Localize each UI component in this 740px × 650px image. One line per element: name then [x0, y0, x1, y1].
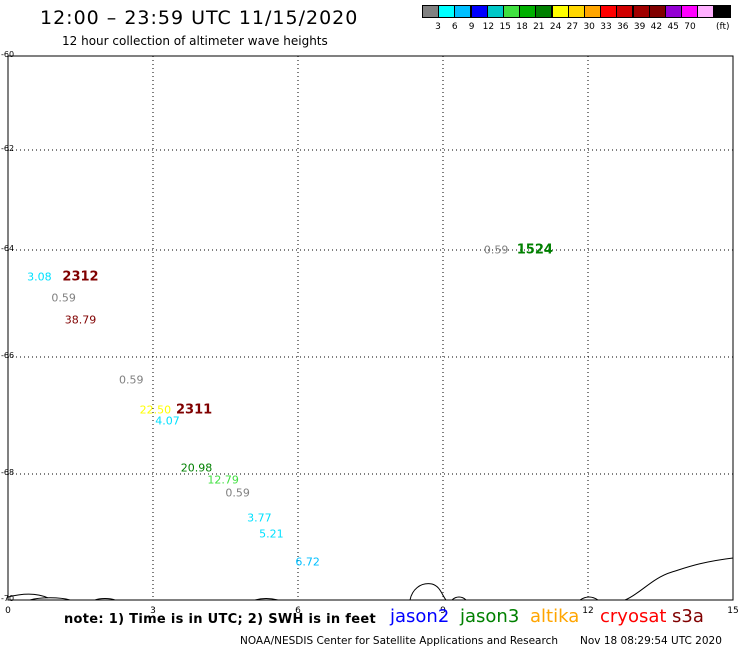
- latitude-tick-label: -62: [1, 144, 15, 153]
- coastline: [7, 557, 734, 601]
- color-scale-label: 9: [468, 22, 475, 32]
- color-scale-label: 45: [667, 22, 679, 32]
- wave-height-label: 12.79: [207, 473, 239, 487]
- latitude-tick-label: -64: [1, 244, 15, 253]
- latitude-tick-label: -60: [1, 50, 15, 59]
- pass-label: 2312: [62, 269, 99, 285]
- color-scale-label: 21: [533, 22, 545, 32]
- wave-height-label: 3.08: [27, 270, 52, 284]
- credit-text: NOAA/NESDIS Center for Satellite Applica…: [240, 635, 558, 647]
- wave-height-label: 5.21: [259, 527, 284, 541]
- color-scale-label: 36: [617, 22, 629, 32]
- satellite-legend-item: jason3: [460, 606, 520, 627]
- wave-height-label: 4.07: [155, 414, 180, 428]
- longitude-tick-label: 0: [5, 606, 11, 616]
- color-scale-label: 18: [516, 22, 528, 32]
- color-scale-label: 39: [633, 22, 646, 32]
- wave-height-label: 20.98: [180, 461, 213, 475]
- longitude-tick-label: 3: [150, 606, 156, 616]
- map-frame: [7, 55, 734, 601]
- legend-note: note: 1) Time is in UTC; 2) SWH is in fe…: [64, 612, 376, 627]
- color-scale-label: 33: [600, 22, 612, 32]
- satellite-legend-item: s3a: [672, 606, 704, 627]
- color-scale-unit: (ft): [716, 22, 730, 32]
- satellite-legend-item: jason2: [390, 606, 450, 627]
- map-grid: [8, 56, 733, 600]
- color-scale-label: 42: [650, 22, 663, 32]
- color-scale-label: 27: [566, 22, 579, 32]
- latitude-tick-label: -70: [1, 594, 15, 603]
- latitude-tick-label: -66: [1, 351, 15, 360]
- latitude-tick-label: -68: [1, 468, 15, 477]
- page-subtitle: 12 hour collection of altimeter wave hei…: [62, 34, 328, 48]
- satellite-legend-item: altika: [530, 606, 580, 627]
- color-swatch: [713, 5, 731, 18]
- longitude-tick-label: 15: [727, 606, 739, 616]
- generated-timestamp: Nov 18 08:29:54 UTC 2020: [580, 635, 722, 647]
- color-scale-label: 6: [451, 22, 458, 32]
- wave-height-label: 0.59: [225, 486, 250, 500]
- color-scale-label: 70: [684, 22, 696, 32]
- color-scale-label: 24: [549, 22, 562, 32]
- wave-height-label: 3.77: [247, 511, 272, 525]
- longitude-tick-label: 9: [440, 606, 446, 616]
- wave-height-label: 38.79: [64, 313, 97, 327]
- wave-height-label: 0.59: [483, 243, 509, 257]
- coastline-segment: [7, 593, 71, 601]
- color-scale-label: 3: [435, 22, 441, 32]
- longitude-tick-label: 12: [582, 606, 594, 616]
- coastline-segment: [579, 596, 599, 601]
- satellite-legend-item: cryosat: [600, 606, 667, 627]
- wave-height-label: 6.72: [295, 555, 320, 569]
- color-scale-label: 12: [482, 22, 495, 32]
- coastline-segment: [409, 583, 447, 601]
- wave-height-label: 0.59: [119, 373, 144, 387]
- wave-height-label: 22.50: [139, 403, 172, 417]
- coastline-segment: [451, 596, 467, 601]
- longitude-tick-label: 6: [295, 606, 301, 616]
- page-title: 12:00 – 23:59 UTC 11/15/2020: [40, 7, 359, 29]
- coastline-segment: [624, 557, 734, 601]
- wave-height-label: 0.59: [51, 291, 76, 305]
- color-scale-label: 15: [499, 22, 511, 32]
- pass-label: 1524: [516, 242, 553, 258]
- color-scale-label: 30: [583, 22, 595, 32]
- pass-label: 2311: [175, 402, 213, 418]
